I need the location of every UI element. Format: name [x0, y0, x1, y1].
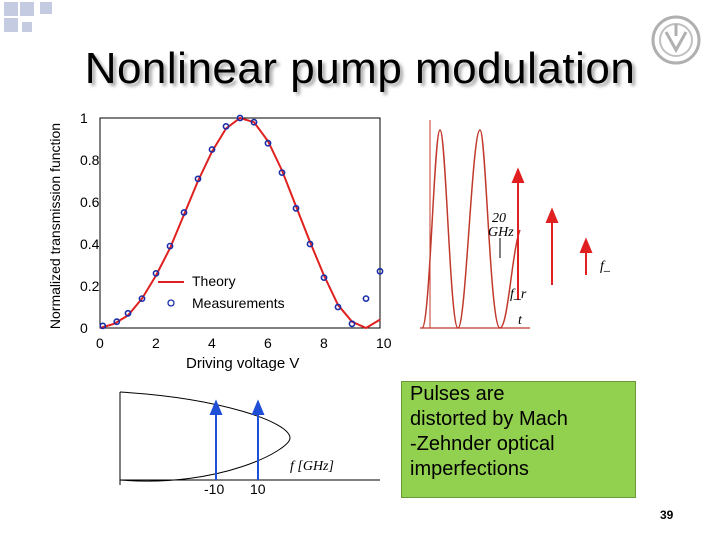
note-line: imperfections [410, 458, 529, 480]
measurement-point [138, 295, 146, 302]
measurement-point [152, 269, 160, 277]
measurement-point [236, 114, 244, 122]
y-tick-label: 0.2 [80, 278, 100, 294]
note-text: Pulses are distorted by Mach -Zehnder op… [410, 382, 632, 482]
legend-measurement-marker [167, 299, 175, 307]
measurement-point [292, 204, 300, 212]
pulse-train-diagram: 20 GHz f_opt f_r t [420, 120, 610, 329]
pulse-waveform [421, 129, 521, 329]
y-tick-label: 0.6 [80, 194, 100, 210]
y-tick-label: 0 [80, 320, 88, 336]
x-tick-label: 10 [376, 335, 392, 350]
theory-series-line [99, 116, 381, 330]
note-box [401, 381, 636, 498]
measurement-point [306, 240, 314, 248]
fopt-label: f_opt [600, 259, 610, 274]
measurement-point [222, 122, 230, 130]
pulse-spacing-value: 20 [492, 211, 506, 226]
note-line: -Zehnder optical [410, 433, 555, 455]
measurement-point [264, 139, 272, 147]
fr-label: f_r [510, 287, 527, 302]
time-axis-label: t [518, 313, 523, 328]
measurement-point [99, 322, 107, 330]
transfer-curve [119, 391, 291, 482]
y-tick-label: 0.8 [80, 152, 100, 168]
measurement-point [250, 118, 258, 126]
measurement-point [376, 267, 384, 275]
measurement-point [166, 242, 174, 250]
x-tick-label: 6 [264, 335, 272, 350]
legend-theory-label: Theory [192, 273, 236, 289]
optical-comb-arrows [511, 167, 593, 300]
measurement-point [334, 303, 342, 311]
frequency-axis-label: f [GHz] [290, 459, 334, 474]
slide-title: Nonlinear pump modulation [84, 44, 636, 93]
measurement-point [208, 146, 216, 153]
corner-squares-decoration [4, 2, 52, 32]
measurement-point [180, 209, 188, 216]
note-line: Pulses are [410, 383, 505, 405]
measurement-point [124, 309, 132, 317]
pulse-spacing-unit: GHz [488, 225, 514, 240]
y-tick-label: 0.4 [80, 236, 100, 252]
x-tick-label: 4 [208, 335, 216, 350]
measurement-point [348, 320, 356, 328]
x-tick-label: 8 [320, 335, 328, 350]
transmission-chart: 0 2 4 6 8 10 0 0.2 0.4 0.6 0.8 1 Theory Measurement… [80, 110, 392, 350]
page-number: 39 [660, 508, 674, 522]
note-line: distorted by Mach [410, 408, 568, 430]
frequency-tick-right: 10 [250, 481, 266, 497]
x-tick-label: 0 [96, 335, 104, 350]
frequency-tick-left: -10 [204, 481, 224, 497]
chart-legend: Theory Measurements [158, 273, 285, 311]
x-tick-label: 2 [152, 335, 160, 350]
university-logo-icon [651, 15, 701, 65]
x-axis-label: Driving voltage V [186, 355, 300, 372]
measurement-point [194, 175, 202, 183]
y-tick-label: 1 [80, 110, 88, 126]
spectrum-arrows [209, 399, 265, 480]
measurement-point [113, 318, 121, 326]
measurement-point [362, 295, 370, 302]
legend-measurements-label: Measurements [192, 295, 285, 311]
spectrum-diagram: f [GHz] -10 10 [119, 391, 380, 497]
measurement-point [320, 274, 328, 281]
measurement-point [278, 169, 286, 176]
y-axis-label: Normalized transmission function [47, 122, 63, 330]
